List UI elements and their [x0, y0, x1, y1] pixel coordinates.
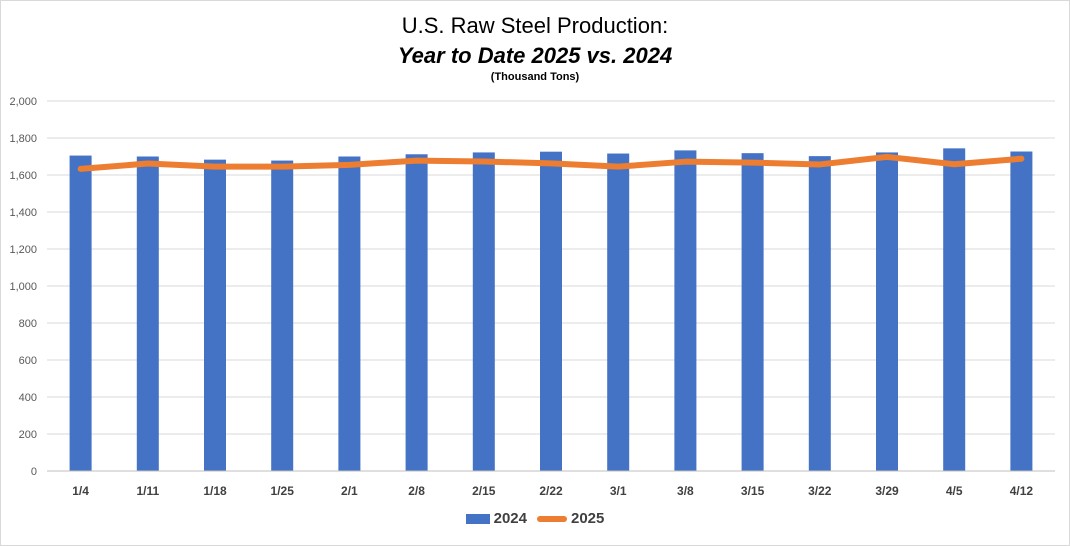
bar-2024: [741, 153, 764, 472]
legend-label-2025: 2025: [571, 510, 605, 527]
bar-2024: [271, 160, 294, 471]
x-tick-label: 3/29: [875, 484, 899, 498]
x-tick-label: 3/8: [677, 484, 694, 498]
x-tick-label: 1/4: [72, 484, 89, 498]
bar-2024: [808, 156, 831, 471]
y-tick-label: 1,200: [9, 244, 37, 256]
y-tick-label: 0: [31, 466, 37, 478]
legend-item-2025: 2025: [537, 510, 604, 527]
legend-item-2024: 2024: [465, 510, 527, 527]
x-tick-label: 1/18: [203, 484, 227, 498]
bar-2024: [338, 156, 361, 471]
bar-2024: [69, 155, 92, 471]
bar-2024: [136, 156, 159, 471]
chart-unit-note: (Thousand Tons): [490, 71, 580, 83]
y-tick-label: 1,400: [9, 207, 37, 219]
chart-title: U.S. Raw Steel Production:: [401, 13, 669, 38]
bar-2024: [943, 148, 966, 472]
x-tick-label: 4/12: [1010, 484, 1034, 498]
legend: 2024 2025: [0, 510, 1070, 527]
x-tick-label: 1/11: [136, 484, 159, 498]
bar-2024: [607, 153, 630, 472]
y-tick-label: 1,000: [9, 281, 37, 293]
bar-2024: [876, 152, 898, 471]
y-tick-label: 800: [19, 318, 37, 330]
x-tick-label: 1/25: [271, 484, 295, 498]
chart-subtitle: Year to Date 2025 vs. 2024: [397, 43, 673, 68]
y-tick-label: 1,600: [9, 170, 37, 182]
x-tick-label: 2/8: [408, 484, 425, 498]
legend-swatch-2024: [465, 513, 490, 524]
y-axis: 0 200 400 600 800 1,000 1,200 1,400 1,600 1,800 2,…: [9, 96, 37, 478]
bar-2024: [1010, 151, 1033, 471]
x-axis: 1/4 1/11 1/18 1/25 2/1 2/8 2/15 2/22 3/1 3/8 3/15 3…: [47, 470, 1055, 498]
y-tick-label: 200: [19, 429, 37, 441]
bar-2024: [472, 152, 495, 471]
x-tick-label: 4/5: [946, 484, 963, 498]
legend-swatch-2025: [537, 515, 567, 522]
y-tick-label: 1,800: [9, 133, 37, 145]
legend-label-2024: 2024: [493, 510, 527, 527]
bar-2024: [405, 154, 428, 471]
x-tick-label: 2/1: [341, 484, 358, 498]
bar-2024: [540, 151, 562, 471]
y-tick-label: 400: [19, 392, 37, 404]
y-tick-label: 2,000: [9, 96, 37, 108]
x-tick-label: 2/15: [472, 484, 496, 498]
x-tick-label: 3/15: [741, 484, 765, 498]
bar-2024: [204, 159, 226, 471]
y-tick-label: 600: [19, 355, 37, 367]
x-tick-label: 2/22: [539, 484, 563, 498]
bar-2024: [674, 150, 697, 471]
line-2025: [77, 153, 1025, 172]
bars-2024: [69, 148, 1033, 472]
x-tick-label: 3/1: [610, 484, 627, 498]
x-tick-label: 3/22: [808, 484, 832, 498]
